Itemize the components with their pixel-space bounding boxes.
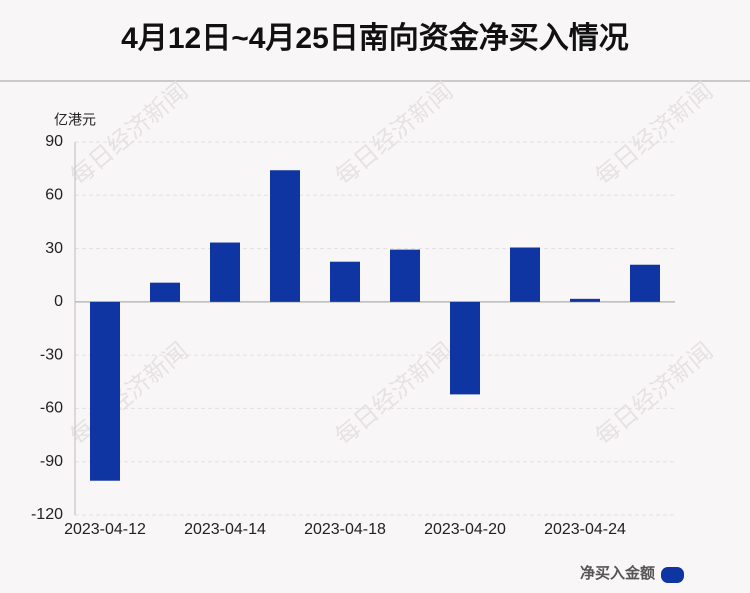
y-axis-label: 亿港元 <box>54 112 96 128</box>
x-tick-label: 2023-04-20 <box>424 521 506 538</box>
chart-title: 4月12日~4月25日南向资金净买入情况 <box>121 21 629 55</box>
watermark: 每日经济新闻 <box>65 77 193 191</box>
x-tick-label: 2023-04-14 <box>184 521 266 538</box>
bar <box>570 298 600 302</box>
watermark: 每日经济新闻 <box>330 77 458 191</box>
bar <box>390 249 420 302</box>
y-tick-label: -90 <box>40 453 63 470</box>
y-tick-label: -120 <box>31 506 63 523</box>
watermark: 每日经济新闻 <box>590 77 718 191</box>
y-tick-label: 60 <box>45 187 63 204</box>
bar <box>210 242 240 302</box>
legend-swatch <box>661 567 684 583</box>
bar <box>330 261 360 302</box>
x-tick-label: 2023-04-12 <box>64 521 146 538</box>
bar <box>510 247 540 302</box>
y-tick-label: 0 <box>54 293 63 310</box>
bar <box>90 301 120 481</box>
watermark: 每日经济新闻 <box>590 337 718 451</box>
x-tick-label: 2023-04-18 <box>304 521 386 538</box>
bar <box>630 264 660 302</box>
watermark: 每日经济新闻 <box>65 337 193 451</box>
bar <box>450 301 480 395</box>
y-tick-label: 30 <box>45 240 63 257</box>
bar <box>270 170 300 302</box>
bar <box>150 282 180 302</box>
y-tick-label: -60 <box>40 400 63 417</box>
x-tick-label: 2023-04-24 <box>544 521 626 538</box>
watermark: 每日经济新闻 <box>330 337 458 451</box>
legend-label: 净买入金额 <box>580 564 655 582</box>
y-tick-label: 90 <box>45 133 63 150</box>
y-tick-label: -30 <box>40 346 63 363</box>
